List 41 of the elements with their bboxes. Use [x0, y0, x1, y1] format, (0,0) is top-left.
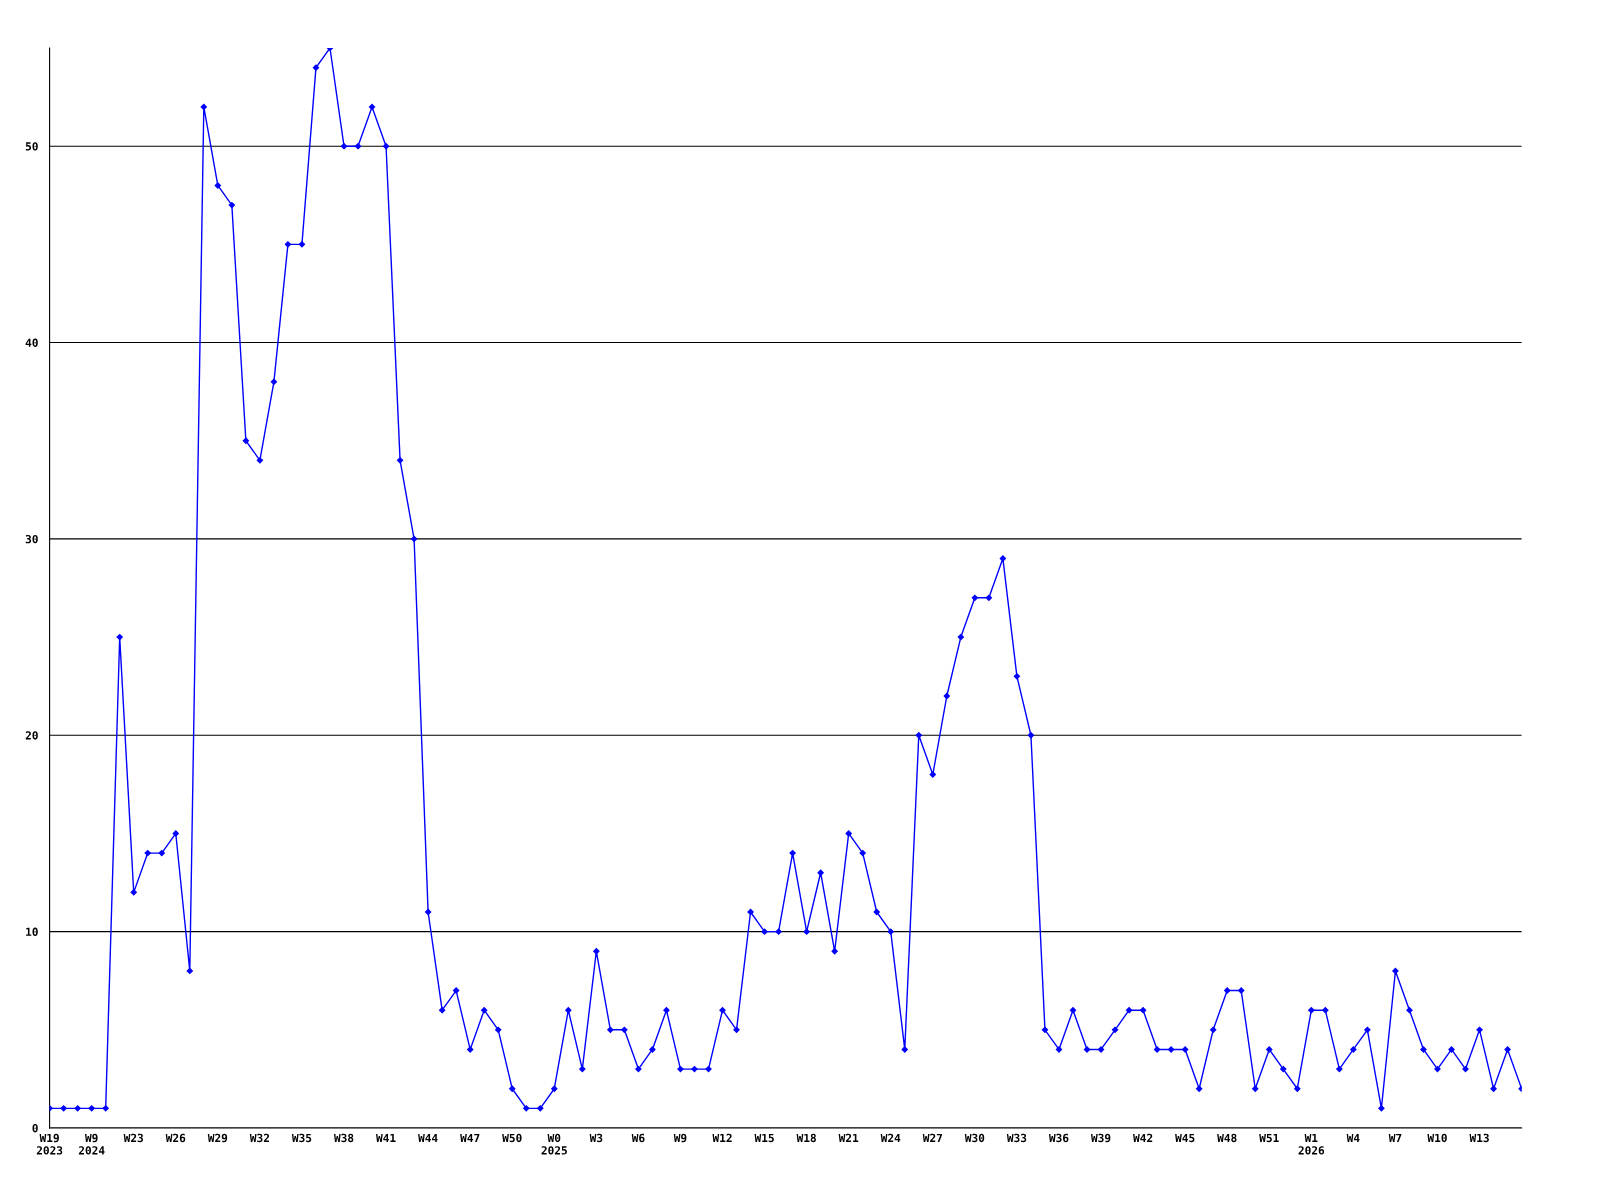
x-tick-label: W41	[376, 1133, 396, 1142]
x-tick-label: W51	[1259, 1133, 1279, 1143]
x-tick-label: W23	[123, 1133, 144, 1143]
x-tick-label: W30	[964, 1133, 985, 1143]
x-tick-label: W35	[291, 1133, 312, 1143]
x-tick-label: W7	[1388, 1133, 1402, 1142]
x-tick-label: W15	[754, 1133, 774, 1143]
x-tick-label: W19 2023	[36, 1133, 63, 1155]
x-tick-label: W42	[1133, 1133, 1153, 1142]
y-tick-label: 20	[25, 731, 38, 740]
x-tick-label: W3	[589, 1133, 603, 1143]
y-tick-label: 40	[25, 338, 38, 347]
x-tick-label: W12	[712, 1133, 732, 1142]
x-tick-label: W4	[1346, 1133, 1360, 1142]
x-tick-label: W27	[922, 1133, 942, 1142]
x-tick-label: W10	[1427, 1133, 1447, 1143]
x-tick-label: W24	[880, 1133, 901, 1142]
x-tick-label: W9 2024	[78, 1133, 105, 1155]
x-tick-label: W29	[207, 1133, 228, 1143]
x-tick-label: W26	[165, 1133, 186, 1143]
x-tick-label: W6	[631, 1133, 645, 1143]
x-tick-label: W13	[1469, 1133, 1489, 1143]
x-tick-label: W1 2026	[1298, 1133, 1325, 1155]
x-tick-label: W47	[460, 1133, 480, 1142]
x-tick-label: W36	[1048, 1133, 1069, 1143]
x-tick-label: W44	[418, 1133, 438, 1142]
y-tick-label: 0	[32, 1123, 38, 1133]
y-tick-label: 30	[25, 534, 38, 544]
x-tick-label: W9	[673, 1133, 687, 1143]
x-tick-label: W33	[1006, 1133, 1027, 1143]
y-tick-label: 50	[25, 142, 38, 151]
x-tick-label: W45	[1175, 1133, 1195, 1143]
x-tick-label: W50	[502, 1133, 522, 1143]
y-tick-label: 10	[26, 927, 38, 937]
x-tick-label: W32	[249, 1133, 269, 1143]
x-tick-label: W38	[333, 1133, 354, 1143]
x-tick-label: W18	[796, 1133, 816, 1143]
x-tick-label: W39	[1090, 1133, 1111, 1143]
x-tick-label: W0 2025	[541, 1133, 567, 1155]
x-tick-label: W48	[1217, 1133, 1237, 1143]
x-tick-label: W21	[838, 1133, 859, 1142]
